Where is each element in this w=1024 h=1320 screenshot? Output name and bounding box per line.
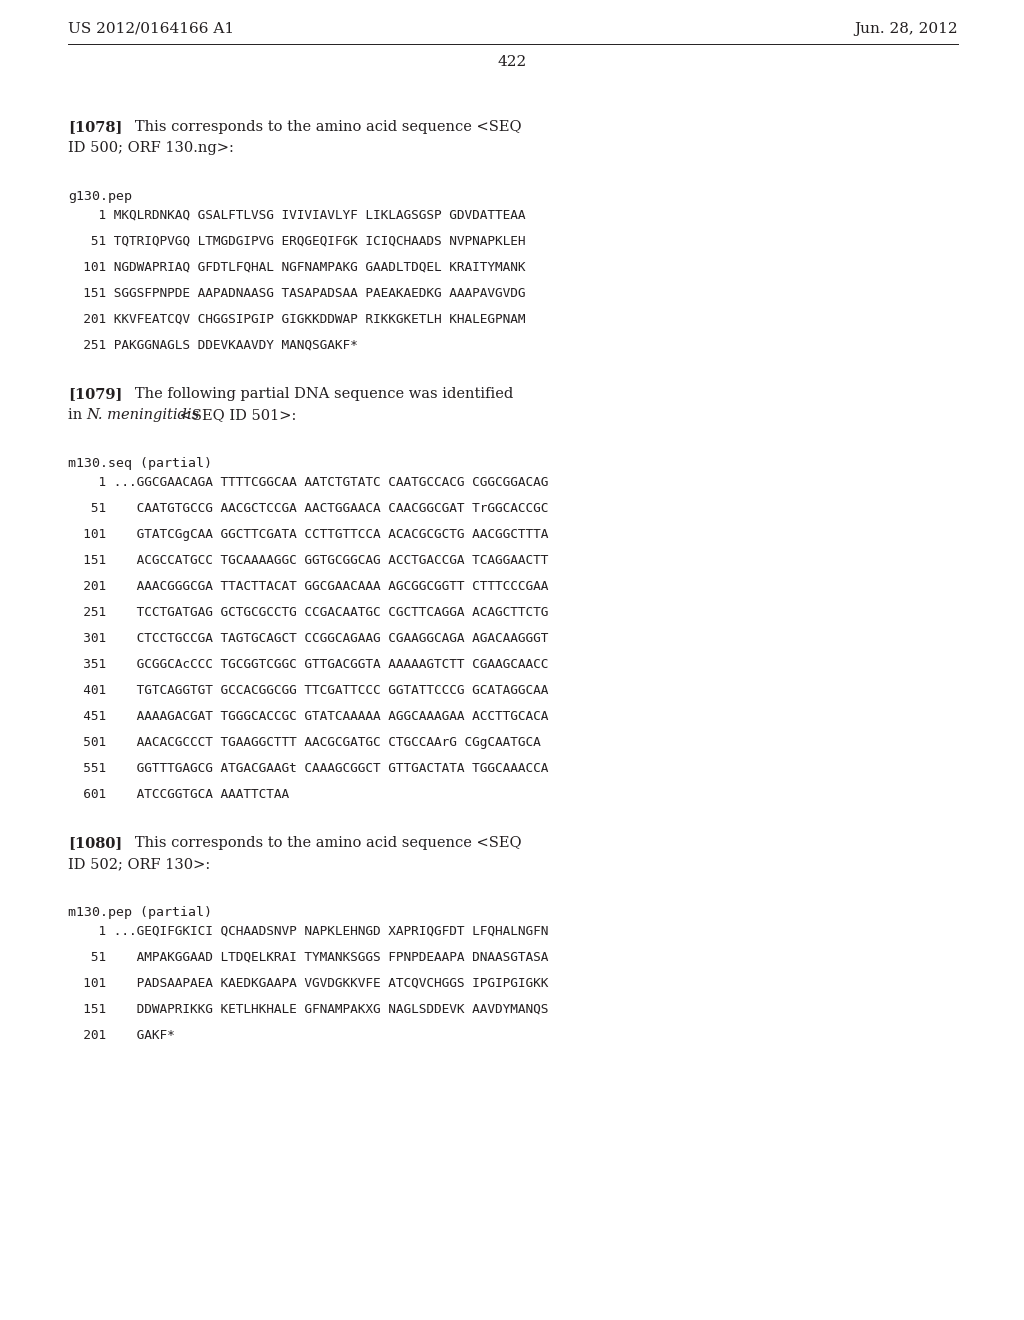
Text: m130.seq (partial): m130.seq (partial) (68, 457, 212, 470)
Text: 301    CTCCTGCCGA TAGTGCAGCT CCGGCAGAAG CGAAGGCAGA AGACAAGGGT: 301 CTCCTGCCGA TAGTGCAGCT CCGGCAGAAG CGA… (68, 632, 549, 645)
Text: ID 500; ORF 130.ng>:: ID 500; ORF 130.ng>: (68, 141, 233, 154)
Text: m130.pep (partial): m130.pep (partial) (68, 906, 212, 919)
Text: 51    CAATGTGCCG AACGCTCCGA AACTGGAACA CAACGGCGAT TrGGCACCGC: 51 CAATGTGCCG AACGCTCCGA AACTGGAACA CAAC… (68, 502, 549, 515)
Text: <SEQ ID 501>:: <SEQ ID 501>: (175, 408, 296, 422)
Text: [1078]: [1078] (68, 120, 123, 135)
Text: 101 NGDWAPRIAQ GFDTLFQHAL NGFNAMPAKG GAADLTDQEL KRAITYMANK: 101 NGDWAPRIAQ GFDTLFQHAL NGFNAMPAKG GAA… (68, 261, 525, 275)
Text: 151 SGGSFPNPDE AAPADNAASG TASAPADSAA PAEAKAEDKG AAAPAVGVDG: 151 SGGSFPNPDE AAPADNAASG TASAPADSAA PAE… (68, 286, 525, 300)
Text: 501    AACACGCCCT TGAAGGCTTT AACGCGATGC CTGCCAArG CGgCAATGCA: 501 AACACGCCCT TGAAGGCTTT AACGCGATGC CTG… (68, 737, 541, 748)
Text: 251    TCCTGATGAG GCTGCGCCTG CCGACAATGC CGCTTCAGGA ACAGCTTCTG: 251 TCCTGATGAG GCTGCGCCTG CCGACAATGC CGC… (68, 606, 549, 619)
Text: 51    AMPAKGGAAD LTDQELKRAI TYMANKSGGS FPNPDEAAPA DNAASGTASA: 51 AMPAKGGAAD LTDQELKRAI TYMANKSGGS FPNP… (68, 950, 549, 964)
Text: This corresponds to the amino acid sequence <SEQ: This corresponds to the amino acid seque… (121, 120, 521, 135)
Text: 151    ACGCCATGCC TGCAAAAGGC GGTGCGGCAG ACCTGACCGA TCAGGAACTT: 151 ACGCCATGCC TGCAAAAGGC GGTGCGGCAG ACC… (68, 554, 549, 568)
Text: 201    AAACGGGCGA TTACTTACAT GGCGAACAAA AGCGGCGGTT CTTTCCCGAA: 201 AAACGGGCGA TTACTTACAT GGCGAACAAA AGC… (68, 579, 549, 593)
Text: [1080]: [1080] (68, 836, 122, 850)
Text: 551    GGTTTGAGCG ATGACGAAGt CAAAGCGGCT GTTGACTATA TGGCAAACCA: 551 GGTTTGAGCG ATGACGAAGt CAAAGCGGCT GTT… (68, 762, 549, 775)
Text: 251 PAKGGNAGLS DDEVKAAVDY MANQSGAKF*: 251 PAKGGNAGLS DDEVKAAVDY MANQSGAKF* (68, 339, 357, 352)
Text: g130.pep: g130.pep (68, 190, 132, 203)
Text: 151    DDWAPRIKKG KETLHKHALE GFNAMPAKXG NAGLSDDEVK AAVDYMANQS: 151 DDWAPRIKKG KETLHKHALE GFNAMPAKXG NAG… (68, 1003, 549, 1016)
Text: 1 ...GEQIFGKICI QCHAADSNVP NAPKLEHNGD XAPRIQGFDT LFQHALNGFN: 1 ...GEQIFGKICI QCHAADSNVP NAPKLEHNGD XA… (68, 925, 549, 939)
Text: The following partial DNA sequence was identified: The following partial DNA sequence was i… (121, 387, 513, 401)
Text: in: in (68, 408, 87, 422)
Text: US 2012/0164166 A1: US 2012/0164166 A1 (68, 22, 234, 36)
Text: 201 KKVFEATCQV CHGGSIPGIP GIGKKDDWAP RIKKGKETLH KHALEGPNAM: 201 KKVFEATCQV CHGGSIPGIP GIGKKDDWAP RIK… (68, 313, 525, 326)
Text: Jun. 28, 2012: Jun. 28, 2012 (854, 22, 958, 36)
Text: 1 MKQLRDNKAQ GSALFTLVSG IVIVIAVLYF LIKLAGSGSP GDVDATTEAA: 1 MKQLRDNKAQ GSALFTLVSG IVIVIAVLYF LIKLA… (68, 209, 525, 222)
Text: 401    TGTCAGGTGT GCCACGGCGG TTCGATTCCC GGTATTCCCG GCATAGGCAA: 401 TGTCAGGTGT GCCACGGCGG TTCGATTCCC GGT… (68, 684, 549, 697)
Text: [1079]: [1079] (68, 387, 123, 401)
Text: 201    GAKF*: 201 GAKF* (68, 1030, 175, 1041)
Text: N. meningitidis: N. meningitidis (86, 408, 200, 422)
Text: This corresponds to the amino acid sequence <SEQ: This corresponds to the amino acid seque… (121, 836, 521, 850)
Text: 51 TQTRIQPVGQ LTMGDGIPVG ERQGEQIFGK ICIQCHAADS NVPNAPKLEH: 51 TQTRIQPVGQ LTMGDGIPVG ERQGEQIFGK ICIQ… (68, 235, 525, 248)
Text: 1 ...GGCGAACAGA TTTTCGGCAA AATCTGTATC CAATGCCACG CGGCGGACAG: 1 ...GGCGAACAGA TTTTCGGCAA AATCTGTATC CA… (68, 477, 549, 488)
Text: 351    GCGGCAcCCC TGCGGTCGGC GTTGACGGTA AAAAAGTCTT CGAAGCAACC: 351 GCGGCAcCCC TGCGGTCGGC GTTGACGGTA AAA… (68, 657, 549, 671)
Text: 101    PADSAAPAEA KAEDKGAAPA VGVDGKKVFE ATCQVCHGGS IPGIPGIGKK: 101 PADSAAPAEA KAEDKGAAPA VGVDGKKVFE ATC… (68, 977, 549, 990)
Text: 451    AAAAGACGAT TGGGCACCGC GTATCAAAAA AGGCAAAGAA ACCTTGCACA: 451 AAAAGACGAT TGGGCACCGC GTATCAAAAA AGG… (68, 710, 549, 723)
Text: ID 502; ORF 130>:: ID 502; ORF 130>: (68, 857, 210, 871)
Text: 601    ATCCGGTGCA AAATTCTAA: 601 ATCCGGTGCA AAATTCTAA (68, 788, 289, 801)
Text: 422: 422 (498, 55, 526, 69)
Text: 101    GTATCGgCAA GGCTTCGATA CCTTGTTCCA ACACGCGCTG AACGGCTTTA: 101 GTATCGgCAA GGCTTCGATA CCTTGTTCCA ACA… (68, 528, 549, 541)
